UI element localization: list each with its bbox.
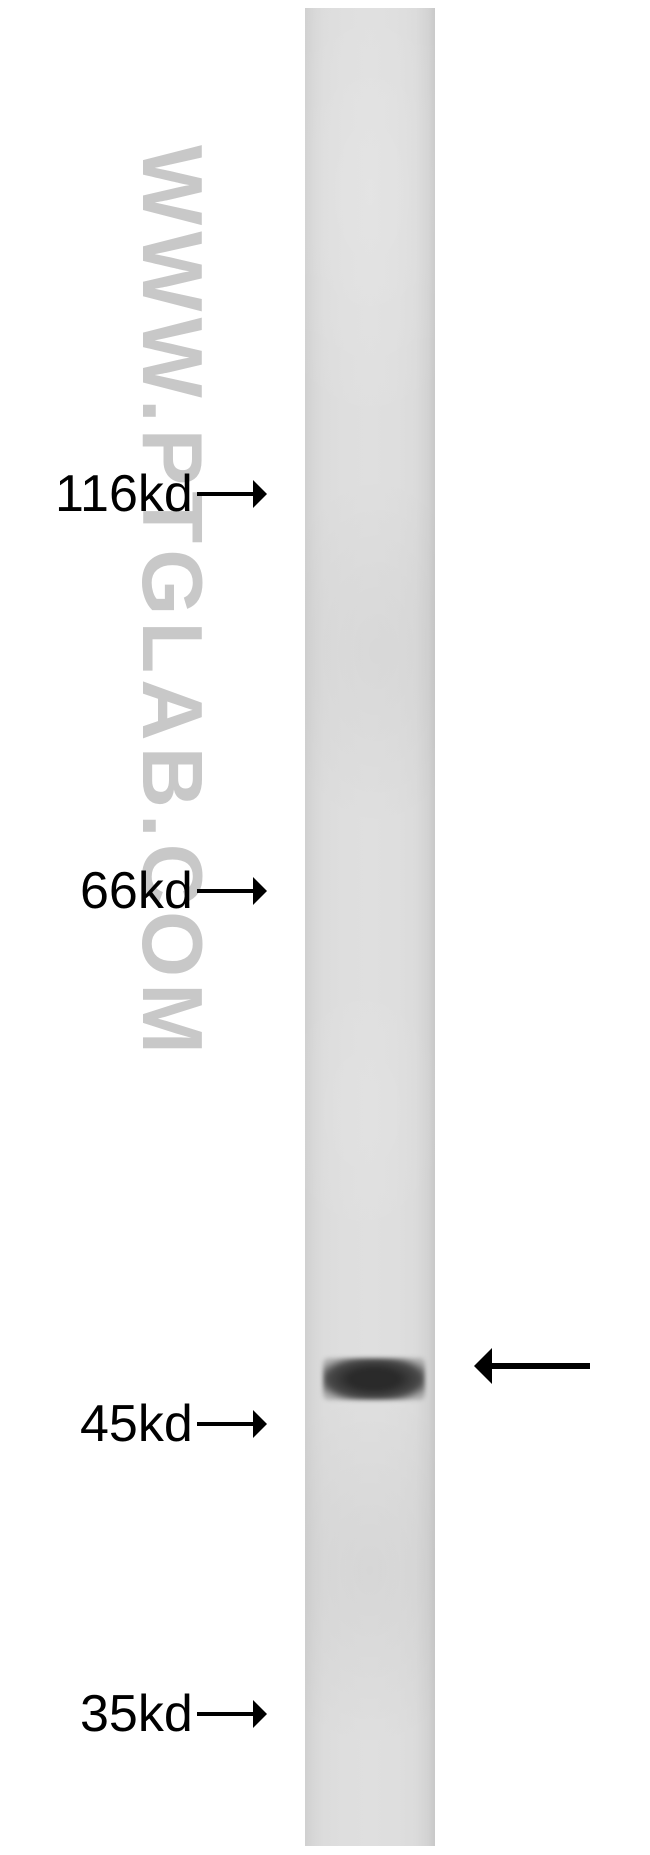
marker-arrow-icon xyxy=(195,1408,267,1440)
watermark-text: WWW.PTGLAB.COM xyxy=(122,145,220,1060)
marker-arrow-icon xyxy=(195,875,267,907)
protein-band xyxy=(323,1358,425,1400)
lane-texture xyxy=(305,8,435,1846)
blot-lane xyxy=(305,8,435,1846)
marker-text: 66kd xyxy=(80,861,193,921)
band-indicator-arrow xyxy=(472,1344,594,1388)
marker-text: 45kd xyxy=(80,1394,193,1454)
marker-arrow-icon xyxy=(195,1698,267,1730)
marker-label: 116kd xyxy=(55,464,267,524)
marker-text: 35kd xyxy=(80,1684,193,1744)
marker-label: 66kd xyxy=(80,861,267,921)
marker-text: 116kd xyxy=(55,464,193,524)
marker-label: 45kd xyxy=(80,1394,267,1454)
marker-label: 35kd xyxy=(80,1684,267,1744)
western-blot-figure: WWW.PTGLAB.COM 116kd 66kd 45kd 35kd xyxy=(0,0,650,1855)
marker-arrow-icon xyxy=(195,478,267,510)
